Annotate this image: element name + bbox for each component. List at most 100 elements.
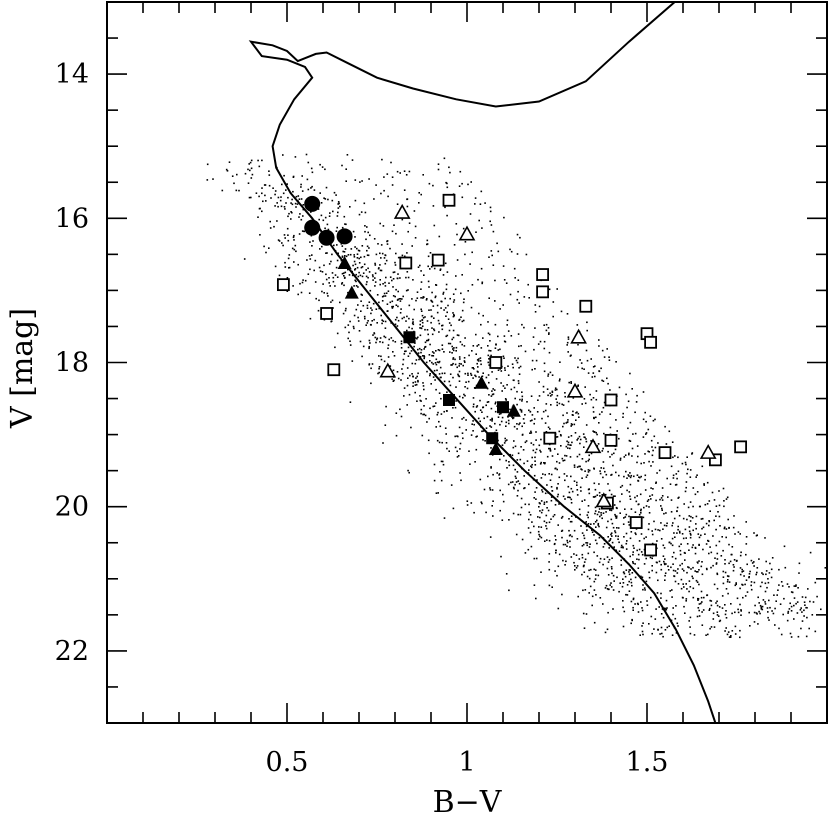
field-star-dot bbox=[403, 353, 406, 355]
field-star-dot bbox=[472, 345, 475, 347]
field-star-dot bbox=[786, 619, 789, 622]
field-star-dot bbox=[709, 546, 711, 548]
field-star-dot bbox=[712, 564, 714, 567]
field-star-dot bbox=[549, 479, 552, 481]
field-star-dot bbox=[309, 258, 312, 260]
field-star-dot bbox=[619, 500, 621, 503]
field-star-dot bbox=[517, 380, 520, 382]
field-star-dot bbox=[568, 529, 570, 532]
field-star-dot bbox=[570, 515, 573, 517]
field-star-dot bbox=[761, 572, 763, 574]
field-star-dot bbox=[375, 308, 378, 310]
field-star-dot bbox=[570, 444, 572, 446]
field-star-dot bbox=[556, 486, 558, 489]
field-star-dot bbox=[583, 446, 585, 448]
field-star-dot bbox=[625, 513, 628, 516]
field-star-dot bbox=[368, 345, 370, 348]
field-star-dot bbox=[343, 251, 346, 253]
field-star-dot bbox=[268, 170, 270, 172]
field-star-dot bbox=[593, 580, 596, 583]
y-tick-label: 20 bbox=[55, 492, 89, 523]
field-star-dot bbox=[645, 505, 648, 507]
field-star-dot bbox=[328, 263, 331, 265]
field-star-dot bbox=[629, 476, 632, 479]
field-star-dot bbox=[697, 607, 700, 609]
field-star-dot bbox=[798, 572, 800, 574]
field-star-dot bbox=[371, 363, 374, 365]
field-star-dot bbox=[385, 276, 387, 279]
field-star-dot bbox=[547, 394, 549, 397]
field-star-dot bbox=[600, 467, 602, 469]
field-star-dot bbox=[554, 389, 557, 391]
field-star-dot bbox=[578, 435, 581, 438]
field-star-dot bbox=[292, 190, 294, 193]
field-star-dot bbox=[429, 360, 431, 362]
field-star-dot bbox=[626, 477, 628, 479]
field-star-dot bbox=[461, 196, 464, 199]
field-star-dot bbox=[374, 264, 377, 266]
field-star-dot bbox=[772, 612, 775, 615]
field-star-dot bbox=[378, 366, 381, 368]
field-star-dot bbox=[722, 487, 725, 490]
field-star-dot bbox=[482, 439, 484, 441]
field-star-dot bbox=[767, 611, 769, 613]
field-star-dot bbox=[333, 244, 335, 247]
field-star-dot bbox=[701, 561, 703, 563]
field-star-dot bbox=[446, 311, 448, 314]
field-star-dot bbox=[627, 427, 629, 430]
field-star-dot bbox=[442, 274, 445, 276]
field-star-dot bbox=[619, 582, 621, 584]
field-star-dot bbox=[383, 360, 386, 363]
field-star-dot bbox=[562, 404, 565, 406]
field-star-dot bbox=[421, 314, 424, 317]
field-star-dot bbox=[426, 421, 428, 423]
field-star-dot bbox=[434, 379, 436, 381]
field-star-dot bbox=[724, 559, 726, 561]
field-star-dot bbox=[645, 433, 647, 435]
field-star-dot bbox=[558, 402, 561, 405]
field-star-dot bbox=[656, 472, 658, 474]
field-star-dot bbox=[689, 520, 692, 522]
field-star-dot bbox=[664, 579, 666, 581]
field-star-dot bbox=[622, 600, 624, 602]
field-star-dot bbox=[546, 484, 548, 486]
field-star-dot bbox=[684, 490, 687, 493]
field-star-dot bbox=[366, 249, 368, 252]
field-star-dot bbox=[583, 398, 586, 400]
field-star-dot bbox=[573, 464, 576, 466]
field-star-dot bbox=[586, 514, 589, 516]
field-star-dot bbox=[650, 615, 653, 618]
field-star-dot bbox=[730, 603, 732, 605]
field-star-dot bbox=[465, 419, 467, 421]
field-star-dot bbox=[683, 586, 685, 588]
field-star-dot bbox=[552, 315, 554, 318]
field-star-dot bbox=[516, 233, 519, 236]
field-star-dot bbox=[386, 303, 389, 305]
field-star-dot bbox=[498, 413, 501, 415]
field-star-dot bbox=[413, 308, 415, 311]
field-star-dot bbox=[474, 374, 476, 377]
field-star-dot bbox=[497, 416, 500, 418]
field-star-dot bbox=[313, 189, 316, 191]
field-star-dot bbox=[593, 621, 596, 624]
field-star-dot bbox=[625, 593, 627, 596]
field-star-dot bbox=[756, 571, 758, 574]
field-star-dot bbox=[669, 590, 671, 592]
field-star-dot bbox=[501, 390, 503, 392]
field-star-dot bbox=[705, 634, 707, 636]
field-star-dot bbox=[508, 589, 510, 592]
field-star-dot bbox=[630, 474, 633, 477]
field-star-dot bbox=[542, 473, 544, 475]
field-star-dot bbox=[675, 473, 678, 475]
field-star-dot bbox=[509, 408, 511, 411]
field-star-dot bbox=[543, 347, 546, 350]
field-star-dot bbox=[629, 483, 632, 486]
field-star-dot bbox=[538, 381, 540, 383]
field-star-dot bbox=[408, 393, 411, 396]
field-star-dot bbox=[506, 439, 508, 441]
field-star-dot bbox=[261, 159, 263, 162]
field-star-dot bbox=[403, 170, 406, 172]
field-star-dot bbox=[644, 411, 646, 414]
field-star-dot bbox=[609, 413, 612, 415]
field-star-dot bbox=[777, 589, 779, 591]
